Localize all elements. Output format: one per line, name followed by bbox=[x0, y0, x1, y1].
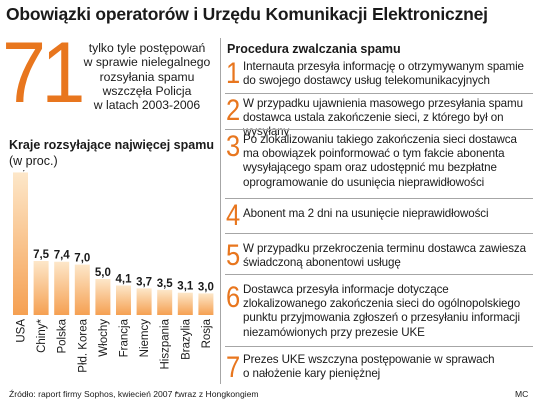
category-label-polska: Polska bbox=[57, 318, 69, 353]
highlight-line: w sprawie nielegalnego bbox=[83, 55, 211, 70]
procedure-step: 4 Abonent ma 2 dni na usunięcie nieprawi… bbox=[225, 198, 533, 234]
value-label-rosja: 3,0 bbox=[198, 281, 214, 293]
step-line: W przypadku przekroczenia terminu dostaw… bbox=[243, 242, 526, 255]
category-label-chiny: Chiny* bbox=[36, 318, 48, 352]
page-title: Obowiązki operatorów i Urzędu Komunikacj… bbox=[6, 4, 488, 24]
bar-chiny bbox=[33, 261, 49, 315]
category-label-rosja: Rosja bbox=[201, 318, 213, 348]
value-label-usa: 19,8 bbox=[9, 170, 32, 172]
step-text: Po zlokalizowaniu takiego zakończenia si… bbox=[243, 133, 535, 190]
value-label-pld-korea: 7,0 bbox=[74, 253, 90, 265]
spam-countries-bar-chart: 19,8 USA 7,5 Chiny* 7,4 Polska 7,0 Płd. Korea 5,… bbox=[9, 170, 214, 373]
value-label-niemcy: 3,7 bbox=[136, 276, 152, 288]
step-line: Prezes UKE wszczyna postępowanie w spraw… bbox=[243, 353, 495, 366]
bar-polska bbox=[54, 261, 70, 315]
step-line: Po zlokalizowaniu takiego zakończenia si… bbox=[243, 133, 517, 146]
step-text: W przypadku przekroczenia terminu dostaw… bbox=[243, 242, 535, 270]
step-line: o nałożenie kary pieniężnej bbox=[243, 367, 381, 381]
step-number: 2 bbox=[226, 94, 241, 127]
source-note: Źródło: raport firmy Sophos, kwiecień 20… bbox=[9, 389, 180, 399]
step-text: Dostawca przesyła informacje dotyczące z… bbox=[243, 283, 535, 340]
step-number: 5 bbox=[226, 239, 241, 272]
highlight-line: tylko tyle postępowań bbox=[88, 41, 206, 55]
bar-francja bbox=[116, 285, 131, 315]
step-line: ma obowiązek poinformować o tym fakcie a… bbox=[243, 147, 505, 161]
step-number: 3 bbox=[226, 130, 241, 163]
step-text: Abonent ma 2 dni na usunięcie nieprawidł… bbox=[243, 207, 535, 221]
highlight-line: rozsyłania spamu bbox=[99, 69, 195, 84]
step-line: W przypadku ujawnienia masowego przesyła… bbox=[243, 97, 523, 110]
value-label-chiny: 7,5 bbox=[33, 249, 50, 261]
step-line: wysyłającego spam oraz udostępnić mu bez… bbox=[243, 161, 497, 175]
category-label-niemcy: Niemcy bbox=[139, 319, 151, 358]
bar-brazylia bbox=[177, 292, 193, 315]
step-text: W przypadku ujawnienia masowego przesyła… bbox=[243, 97, 535, 140]
highlight-line: wszczęła Policja bbox=[102, 83, 192, 98]
category-label-brazylia: Brazylia bbox=[180, 318, 192, 360]
step-line: do swojego dostawcy usług telekomunikacy… bbox=[243, 74, 490, 88]
value-label-brazylia: 3,1 bbox=[177, 281, 194, 293]
value-label-hiszpania: 3,5 bbox=[157, 278, 174, 290]
bar-usa bbox=[13, 172, 28, 315]
step-number: 1 bbox=[226, 57, 241, 90]
step-line: dostawca ustala zakończenie sieci, z któ… bbox=[243, 111, 504, 139]
bar-niemcy bbox=[136, 288, 152, 315]
procedure-step: 2 W przypadku ujawnienia masowego przesy… bbox=[225, 93, 533, 138]
category-label-francja: Francja bbox=[119, 318, 131, 357]
step-line: punktu przyjmowania zgłoszeń o przesyłan… bbox=[243, 311, 520, 325]
step-number: 6 bbox=[226, 281, 241, 314]
procedure-title: Procedura zwalczania spamu bbox=[227, 42, 401, 56]
value-label-francja: 4,1 bbox=[116, 273, 133, 285]
procedure-step: 5 W przypadku przekroczenia terminu dost… bbox=[225, 233, 533, 275]
step-line: świadczoną abonentowi usługę bbox=[243, 256, 401, 270]
author-credit: MC bbox=[515, 389, 529, 399]
bar-pld-korea bbox=[74, 264, 90, 315]
chart-unit-label: (w proc.) bbox=[9, 154, 58, 168]
highlight-text: tylko tyle postępowań w sprawie nielegal… bbox=[77, 41, 217, 112]
bar-wlochy bbox=[95, 279, 111, 315]
procedure-step: 7 Prezes UKE wszczyna postępowanie w spr… bbox=[225, 346, 533, 385]
step-line: Abonent ma 2 dni na usunięcie nieprawidł… bbox=[243, 207, 489, 220]
highlight-line: w latach 2003-2006 bbox=[93, 98, 201, 113]
category-label-usa: USA bbox=[16, 319, 28, 343]
step-number: 4 bbox=[226, 199, 241, 232]
bar-hiszpania bbox=[157, 289, 173, 315]
category-label-hiszpania: Hiszpania bbox=[160, 318, 172, 369]
step-number: 7 bbox=[226, 351, 241, 384]
step-line: niezamówionych przy prezesie UKE bbox=[243, 325, 425, 339]
value-label-polska: 7,4 bbox=[54, 250, 71, 262]
procedure-step: 3 Po zlokalizowaniu takiego zakończenia … bbox=[225, 129, 533, 199]
footnote: *wraz z Hongkongiem bbox=[175, 389, 259, 399]
highlight-number: 71 bbox=[2, 25, 85, 121]
step-line: Dostawca przesyła informacje dotyczące bbox=[243, 283, 449, 296]
step-line: oprogramowanie do usunięcia nieprawidłow… bbox=[243, 175, 485, 189]
column-divider bbox=[220, 38, 221, 384]
step-text: Internauta przesyła informację o otrzymy… bbox=[243, 60, 535, 88]
category-label-pld-korea: Płd. Korea bbox=[77, 318, 89, 372]
step-line: zlokalizowanego zakończenia sieci do ogó… bbox=[243, 297, 521, 311]
value-label-wlochy: 5,0 bbox=[95, 267, 111, 279]
step-text: Prezes UKE wszczyna postępowanie w spraw… bbox=[243, 353, 535, 381]
procedure-step: 6 Dostawca przesyła informacje dotyczące… bbox=[225, 274, 533, 347]
category-label-wlochy: Włochy bbox=[98, 319, 110, 357]
step-line: Internauta przesyła informację o otrzymy… bbox=[243, 60, 524, 73]
chart-title: Kraje rozsyłające najwięcej spamu bbox=[9, 138, 214, 152]
bar-rosja bbox=[198, 293, 214, 315]
procedure-step: 1 Internauta przesyła informację o otrzy… bbox=[225, 57, 533, 93]
